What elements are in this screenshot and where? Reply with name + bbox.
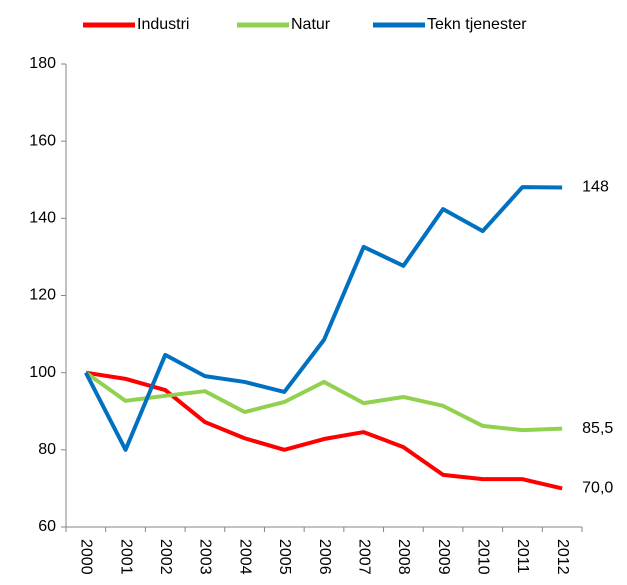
y-tick-label: 100	[29, 364, 56, 381]
end-label: 85,5	[582, 420, 613, 437]
x-tick-label: 2011	[514, 539, 531, 574]
x-tick-label: 2000	[78, 539, 95, 575]
x-tick-label: 2007	[355, 539, 372, 575]
x-tick-label: 2004	[236, 539, 253, 575]
legend-label: Natur	[291, 16, 331, 33]
series-line	[84, 185, 563, 452]
y-tick-label: 160	[29, 132, 56, 149]
y-tick-label: 120	[29, 287, 56, 304]
series-line	[85, 370, 563, 491]
end-label: 148	[582, 179, 609, 196]
x-tick-label: 2008	[395, 539, 412, 575]
x-tick-label: 2010	[475, 539, 492, 575]
x-tick-label: 2002	[157, 539, 174, 575]
x-tick-label: 2003	[197, 539, 214, 575]
series-line	[84, 371, 563, 433]
end-label: 70,0	[582, 480, 613, 497]
y-tick-label: 60	[38, 518, 56, 535]
x-tick-label: 2009	[435, 539, 452, 575]
x-tick-label: 2012	[554, 539, 571, 575]
legend-label: Industri	[137, 16, 189, 33]
x-tick-label: 2001	[117, 539, 134, 575]
y-tick-label: 140	[29, 210, 56, 227]
y-tick-label: 80	[38, 441, 56, 458]
x-tick-label: 2005	[276, 539, 293, 575]
legend-label: Tekn tjenester	[427, 16, 527, 33]
y-tick-label: 180	[29, 55, 56, 72]
x-tick-label: 2006	[316, 539, 333, 575]
